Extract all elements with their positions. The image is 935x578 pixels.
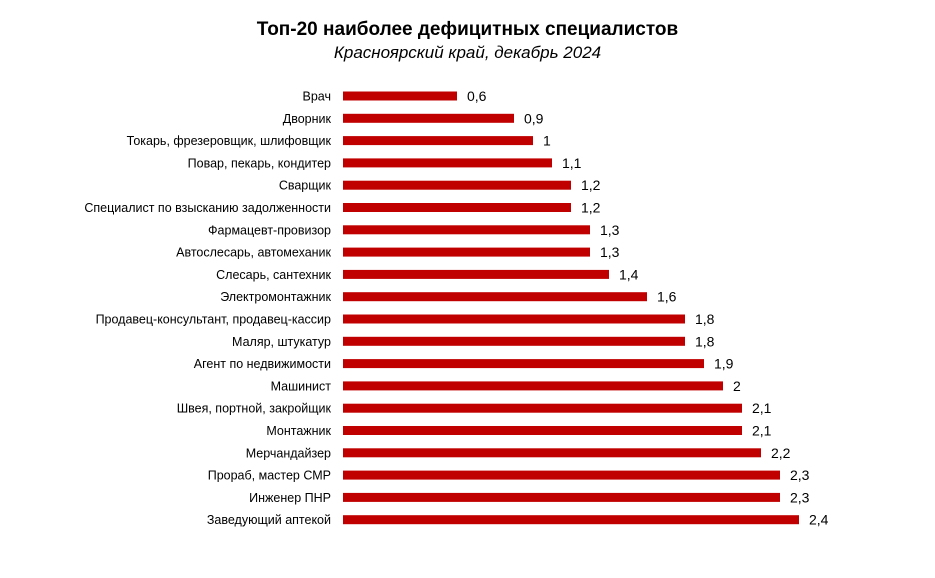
bar [343, 381, 723, 391]
data-label: 1,8 [695, 311, 715, 327]
category-label: Прораб, мастер СМР [208, 469, 331, 483]
bar [343, 426, 742, 435]
bar [343, 403, 742, 413]
category-label: Монтажник [266, 424, 331, 438]
category-label: Токарь, фрезеровщик, шлифовщик [127, 134, 332, 148]
category-label: Электромонтажник [220, 290, 331, 304]
category-label: Машинист [271, 379, 332, 393]
bar [343, 180, 571, 190]
category-label: Сварщик [279, 179, 332, 193]
category-label: Повар, пекарь, кондитер [188, 156, 331, 170]
bar [343, 292, 647, 302]
category-label: Заведующий аптекой [207, 513, 331, 527]
data-label: 1,2 [581, 200, 601, 216]
bar [343, 492, 780, 502]
data-label: 2,1 [752, 423, 772, 439]
bar [343, 113, 514, 123]
category-label: Специалист по взысканию задолженности [84, 201, 331, 215]
bar [343, 314, 685, 324]
chart-subtitle: Красноярский край, декабрь 2024 [333, 43, 602, 62]
category-label: Агент по недвижимости [194, 357, 331, 371]
bar [343, 225, 590, 235]
category-label: Автослесарь, автомеханик [176, 246, 331, 260]
category-label: Мерчандайзер [246, 446, 331, 460]
bar [343, 448, 761, 458]
data-label: 2 [733, 378, 741, 394]
data-label: 2,2 [771, 445, 791, 461]
data-label: 1,3 [600, 222, 620, 238]
category-label: Врач [303, 90, 331, 104]
bar [343, 158, 552, 168]
data-label: 1,1 [562, 155, 582, 171]
data-label: 2,1 [752, 400, 772, 416]
data-label: 2,4 [809, 512, 829, 528]
data-label: 0,9 [524, 110, 544, 126]
data-label: 2,3 [790, 467, 810, 483]
data-label: 2,3 [790, 489, 810, 505]
data-label: 1,6 [657, 289, 677, 305]
bar [343, 515, 799, 525]
category-label: Фармацевт-провизор [208, 223, 331, 237]
category-label: Инженер ПНР [249, 491, 331, 505]
data-label: 0,6 [467, 88, 487, 104]
bar [343, 247, 590, 257]
data-label: 1,3 [600, 244, 620, 260]
bar [343, 269, 609, 279]
bar [343, 136, 533, 146]
bar [343, 359, 704, 369]
data-label: 1 [543, 133, 551, 149]
category-label: Маляр, штукатур [232, 335, 331, 349]
bar [343, 336, 685, 346]
bar [343, 203, 571, 212]
data-label: 1,4 [619, 266, 639, 282]
category-label: Продавец-консультант, продавец-кассир [96, 313, 331, 327]
data-label: 1,9 [714, 356, 734, 372]
category-label: Слесарь, сантехник [216, 268, 331, 282]
bar [343, 470, 780, 480]
bar [343, 91, 457, 101]
category-label: Швея, портной, закройщик [177, 402, 332, 416]
data-label: 1,2 [581, 177, 601, 193]
data-label: 1,8 [695, 333, 715, 349]
chart-title: Топ-20 наиболее дефицитных специалистов [256, 19, 679, 40]
category-label: Дворник [283, 112, 332, 126]
